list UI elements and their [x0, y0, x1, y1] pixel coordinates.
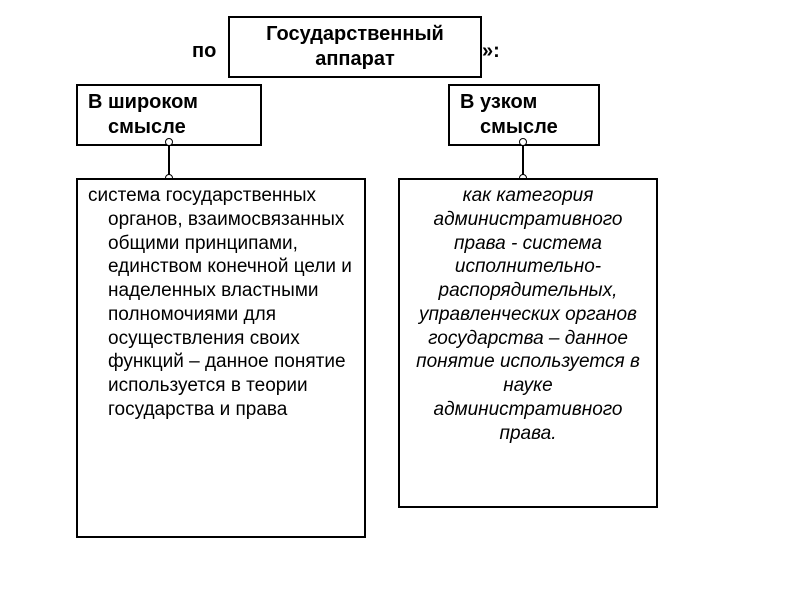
diagram-canvas: по »: Государственный аппарат В широком … — [0, 0, 800, 600]
top-box: Государственный аппарат — [228, 16, 482, 78]
left-label-line2: смысле — [88, 115, 250, 140]
left-desc-box: система государственных органов, взаимос… — [76, 178, 366, 538]
right-label-line2: смысле — [460, 115, 588, 140]
left-label-box: В широком смысле — [76, 84, 262, 146]
top-box-line1: Государственный — [240, 22, 470, 47]
left-label-line1: В широком — [88, 90, 250, 115]
top-box-line2: аппарат — [240, 47, 470, 72]
right-desc-text: как категория административного права - … — [416, 185, 640, 444]
background-text-left: по — [192, 40, 216, 63]
right-desc-box: как категория административного права - … — [398, 178, 658, 508]
background-text-right: »: — [482, 40, 500, 63]
right-label-line1: В узком — [460, 90, 588, 115]
right-label-box: В узком смысле — [448, 84, 600, 146]
connector-right — [522, 142, 524, 178]
left-desc-text: система государственных органов, взаимос… — [88, 185, 352, 420]
connector-left — [168, 142, 170, 178]
